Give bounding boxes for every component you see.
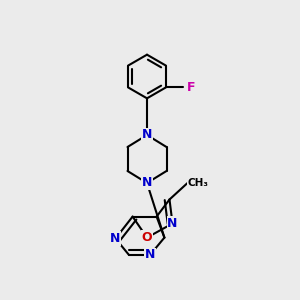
Text: F: F [187, 81, 196, 94]
Text: N: N [167, 217, 178, 230]
Text: N: N [145, 248, 155, 262]
Text: O: O [142, 231, 152, 244]
Text: N: N [142, 176, 152, 190]
Text: CH₃: CH₃ [188, 178, 208, 188]
Text: N: N [142, 128, 152, 142]
Text: N: N [110, 232, 121, 245]
